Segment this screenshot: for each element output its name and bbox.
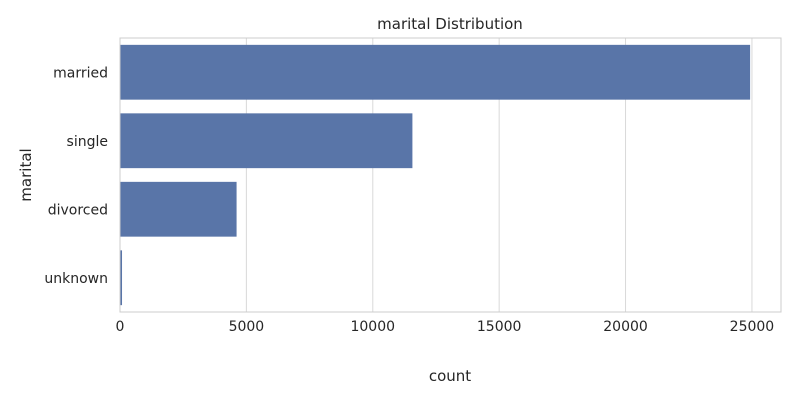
bar-unknown (120, 250, 123, 306)
x-tick-label: 25000 (730, 319, 775, 335)
x-tick-label: 0 (116, 319, 125, 335)
chart-title: marital Distribution (377, 15, 523, 33)
y-axis-label: marital (17, 148, 35, 201)
x-axis-label: count (429, 367, 471, 385)
y-tick-labels: married single divorced unknown (44, 65, 108, 287)
y-tick-label: unknown (44, 271, 108, 287)
bar-single (120, 113, 413, 169)
bars (120, 44, 751, 306)
y-tick-label: married (53, 65, 108, 81)
bar-divorced (120, 181, 237, 237)
x-tick-label: 5000 (229, 319, 265, 335)
x-tick-label: 10000 (350, 319, 395, 335)
plot-frame (119, 37, 782, 313)
x-tick-label: 15000 (477, 319, 522, 335)
y-tick-label: single (67, 134, 108, 150)
x-tick-labels: 0 5000 10000 15000 20000 25000 (116, 319, 775, 335)
x-tick-label: 20000 (603, 319, 648, 335)
bar-married (120, 44, 751, 100)
y-tick-label: divorced (48, 202, 108, 218)
